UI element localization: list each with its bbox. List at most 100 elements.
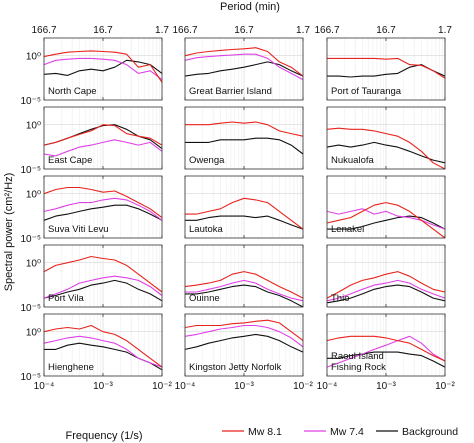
series-line-red xyxy=(185,121,304,137)
station-label: Hienghene xyxy=(48,362,94,373)
panel: Lenakel xyxy=(326,175,446,239)
series-line-black xyxy=(184,61,304,77)
series-line-magenta xyxy=(184,324,304,348)
panel: Nukualofa xyxy=(326,106,446,170)
station-label: East Cape xyxy=(48,155,92,166)
series-line-magenta xyxy=(43,57,163,81)
y-axis-label: Spectral power (cm²/Hz) xyxy=(3,173,15,292)
station-label: Great Barrier Island xyxy=(189,86,272,97)
series-line-magenta xyxy=(43,335,163,368)
panel: Owenga xyxy=(184,106,304,170)
panel: Ouinne xyxy=(184,244,304,308)
y-tick-label: 10⁰ xyxy=(26,190,41,201)
y-tick-label: 10⁰ xyxy=(26,52,41,63)
series-line-magenta xyxy=(43,139,163,157)
series-line-black xyxy=(184,333,304,353)
top-tick-label: 1.7 xyxy=(155,25,169,36)
series-line-magenta xyxy=(326,208,446,230)
top-tick-label: 16.7 xyxy=(376,25,396,36)
station-label: Suva Viti Levu xyxy=(48,224,109,235)
station-label: Thio xyxy=(331,293,349,304)
y-tick-label: 10⁻⁵ xyxy=(20,165,41,176)
x-tick-label: 10⁻² xyxy=(435,381,455,392)
series-line-black xyxy=(185,284,304,308)
legend-label: Mw 8.1 xyxy=(248,426,282,438)
series-line-black xyxy=(326,141,446,164)
legend: Mw 8.1 Mw 7.4 Background xyxy=(222,426,458,438)
legend-label: Mw 7.4 xyxy=(330,426,364,438)
y-tick-label: 10⁻⁵ xyxy=(20,303,41,314)
station-label: Fishing Rock xyxy=(331,362,386,373)
panel: Port Vila xyxy=(43,244,163,308)
top-tick-label: 166.7 xyxy=(31,25,56,36)
legend-label: Background xyxy=(402,426,458,438)
y-tick-label: 10⁰ xyxy=(26,328,41,339)
series-line-magenta xyxy=(184,53,304,81)
series-line-red xyxy=(327,57,446,79)
series-line-magenta xyxy=(43,197,163,221)
series-line-magenta xyxy=(326,335,446,368)
series-line-black xyxy=(326,284,446,304)
series-line-red xyxy=(326,335,446,362)
top-axis-label: Period (min) xyxy=(220,1,280,13)
series-line-red xyxy=(326,127,446,170)
station-label: North Cape xyxy=(48,86,97,97)
top-tick-label: 16.7 xyxy=(93,25,113,36)
station-label: Port Vila xyxy=(48,293,84,304)
series-line-magenta xyxy=(185,279,304,302)
series-line-red xyxy=(185,197,304,230)
top-tick-label: 1.7 xyxy=(438,25,452,36)
y-tick-label: 10⁰ xyxy=(26,121,41,132)
series-line-magenta xyxy=(326,279,446,302)
panel: Great Barrier Island xyxy=(184,37,304,101)
series-line-black xyxy=(185,137,304,155)
x-tick-label: 10⁻³ xyxy=(234,381,254,392)
panel: North Cape xyxy=(43,37,163,101)
top-tick-label: 166.7 xyxy=(314,25,339,36)
x-tick-label: 10⁻² xyxy=(152,381,172,392)
x-tick-label: 10⁻⁴ xyxy=(317,381,338,392)
series-line-red xyxy=(43,50,163,83)
panel: Lautoka xyxy=(184,175,304,239)
panel: Suva Viti Levu xyxy=(43,175,163,239)
series-line-black xyxy=(185,215,304,230)
top-tick-label: 1.7 xyxy=(296,25,310,36)
series-line-red xyxy=(326,202,446,239)
top-tick-label: 16.7 xyxy=(234,25,254,36)
x-tick-label: 10⁻⁴ xyxy=(175,381,196,392)
panel: East Cape xyxy=(43,106,163,170)
series-line-red xyxy=(184,319,304,342)
y-tick-label: 10⁻⁵ xyxy=(20,234,41,245)
station-label: Port of Tauranga xyxy=(331,86,402,97)
station-label: Nukualofa xyxy=(331,155,374,166)
station-label: Kingston Jetty Norfolk xyxy=(189,362,282,373)
series-line-black xyxy=(43,59,163,76)
series-line-red xyxy=(43,186,163,219)
y-tick-label: 10⁰ xyxy=(26,259,41,270)
series-line-red xyxy=(326,271,446,299)
station-label: Owenga xyxy=(189,155,225,166)
series-line-black xyxy=(327,351,446,368)
x-axis-label: Frequency (1/s) xyxy=(65,430,142,442)
series-line-black xyxy=(327,215,446,230)
series-line-black xyxy=(43,204,163,221)
series-line-red xyxy=(43,124,163,146)
x-tick-label: 10⁻⁴ xyxy=(34,381,55,392)
panel: Hienghene xyxy=(43,313,163,377)
station-label: Raoul Island xyxy=(331,351,384,362)
top-tick-label: 166.7 xyxy=(172,25,197,36)
panel: Thio xyxy=(326,244,446,308)
series-line-red xyxy=(184,47,304,77)
panel: Kingston Jetty Norfolk xyxy=(184,313,304,377)
station-label: Lautoka xyxy=(189,224,224,235)
station-label: Lenakel xyxy=(331,224,364,235)
series-line-red xyxy=(184,271,304,299)
series-line-black xyxy=(43,279,163,302)
series-line-red xyxy=(43,255,163,293)
x-tick-label: 10⁻² xyxy=(293,381,313,392)
y-tick-label: 10⁻⁵ xyxy=(20,372,41,383)
y-tick-label: 10⁻⁵ xyxy=(20,96,41,107)
panel-grid: North Cape 10⁰ 10⁻⁵ 166.7 16.7 1.7 Great Barri… xyxy=(20,25,455,392)
